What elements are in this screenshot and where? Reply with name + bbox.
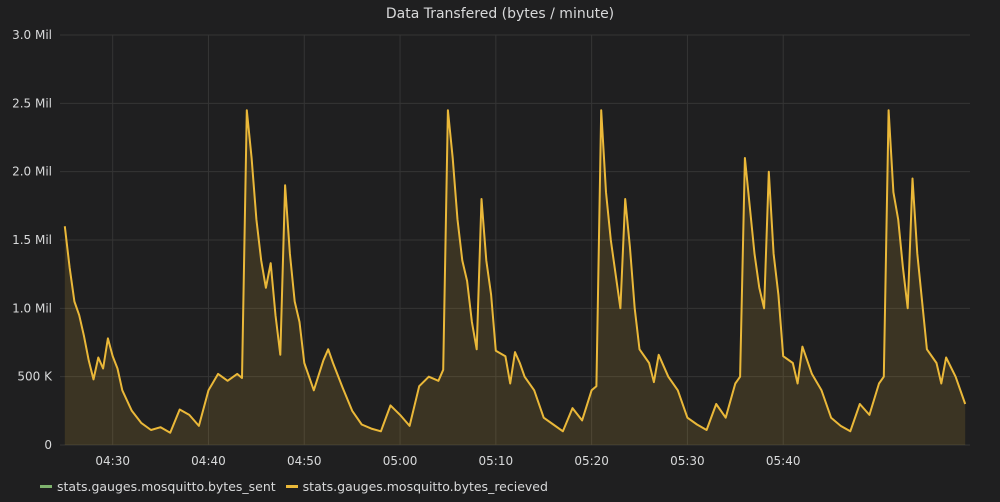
x-tick-label: 04:40 xyxy=(191,454,226,468)
legend-item-bytes-sent[interactable]: stats.gauges.mosquitto.bytes_sent xyxy=(40,479,276,494)
y-tick-label: 3.0 Mil xyxy=(12,28,52,42)
legend-swatch-bytes-recieved xyxy=(285,484,298,488)
x-tick-label: 04:30 xyxy=(95,454,130,468)
x-axis-ticks: 04:30 04:40 04:50 05:00 05:10 05:20 05:30 05:40 xyxy=(95,454,800,468)
series-area-1 xyxy=(64,110,966,445)
legend-label-bytes-sent: stats.gauges.mosquitto.bytes_sent xyxy=(57,478,276,494)
chart-canvas[interactable]: 0 500 K 1.0 Mil 1.5 Mil 2.0 Mil 2.5 Mil 3.0 Mi… xyxy=(0,0,1000,470)
legend-label-bytes-recieved: stats.gauges.mosquitto.bytes_recieved xyxy=(302,478,548,494)
series-layer xyxy=(63,109,967,445)
legend: stats.gauges.mosquitto.bytes_sent stats.… xyxy=(40,477,558,495)
legend-item-bytes-recieved[interactable]: stats.gauges.mosquitto.bytes_recieved xyxy=(285,478,548,494)
panel-title[interactable]: Data Transfered (bytes / minute) xyxy=(385,6,615,22)
y-axis-ticks: 0 500 K 1.0 Mil 1.5 Mil 2.0 Mil 2.5 Mil 3.0 Mi… xyxy=(12,28,53,452)
y-tick-label: 500 K xyxy=(17,370,53,384)
x-tick-label: 04:50 xyxy=(287,454,322,468)
y-tick-label: 1.5 Mil xyxy=(12,233,52,247)
series-line-1[interactable] xyxy=(63,109,967,434)
x-tick-label: 05:40 xyxy=(766,454,801,468)
chart-grid xyxy=(60,34,970,446)
x-tick-label: 05:20 xyxy=(574,454,609,468)
y-tick-label: 0 xyxy=(44,438,52,452)
legend-swatch-bytes-sent xyxy=(40,484,52,488)
x-tick-label: 05:30 xyxy=(670,454,705,468)
x-tick-label: 05:00 xyxy=(383,454,418,468)
y-tick-label: 2.0 Mil xyxy=(12,165,52,179)
x-tick-label: 05:10 xyxy=(479,454,514,468)
y-tick-label: 2.5 Mil xyxy=(12,96,52,110)
y-tick-label: 1.0 Mil xyxy=(12,301,52,315)
